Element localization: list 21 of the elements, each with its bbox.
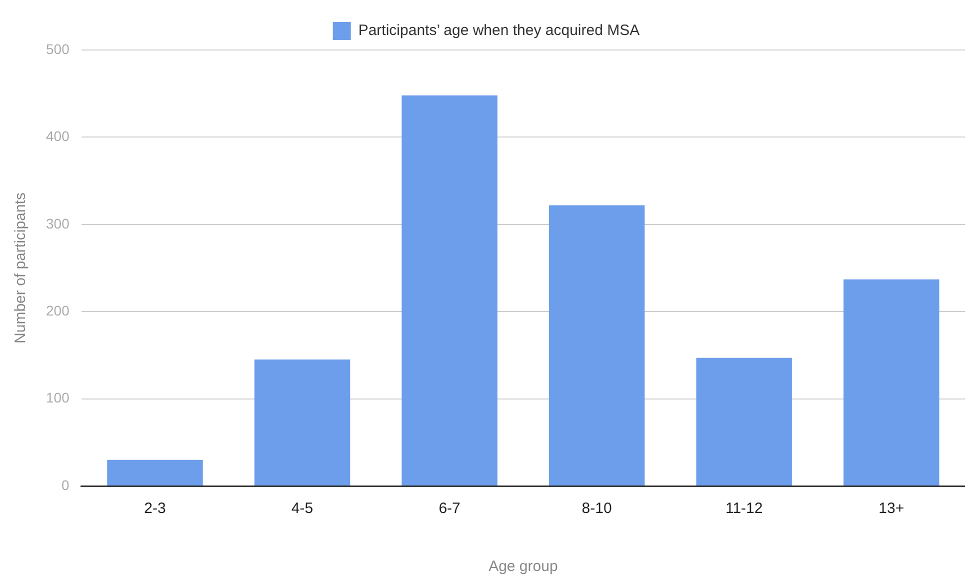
y-axis-title: Number of participants xyxy=(12,192,30,344)
y-tick-label: 300 xyxy=(46,215,70,232)
bar xyxy=(107,460,203,486)
bar xyxy=(696,358,792,486)
x-tick-label: 11-12 xyxy=(725,500,763,518)
bar xyxy=(402,95,498,486)
y-tick-label: 500 xyxy=(46,40,70,57)
bar xyxy=(254,360,350,486)
x-tick-label: 8-10 xyxy=(582,500,612,518)
y-tick-label: 400 xyxy=(46,128,70,144)
bar xyxy=(548,205,645,486)
y-tick-label: 0 xyxy=(62,476,70,493)
legend-label: Participants’ age when they acquired MSA xyxy=(358,22,640,40)
x-tick-label: 2-3 xyxy=(144,500,166,518)
x-tick-label: 4-5 xyxy=(291,500,314,518)
y-tick-label: 200 xyxy=(46,302,70,318)
bar xyxy=(844,279,940,486)
x-tick-label: 6-7 xyxy=(438,500,460,518)
x-axis-title: Age group xyxy=(488,558,558,576)
x-tick-label: 13+ xyxy=(878,500,904,518)
y-tick-label: 100 xyxy=(46,390,70,406)
